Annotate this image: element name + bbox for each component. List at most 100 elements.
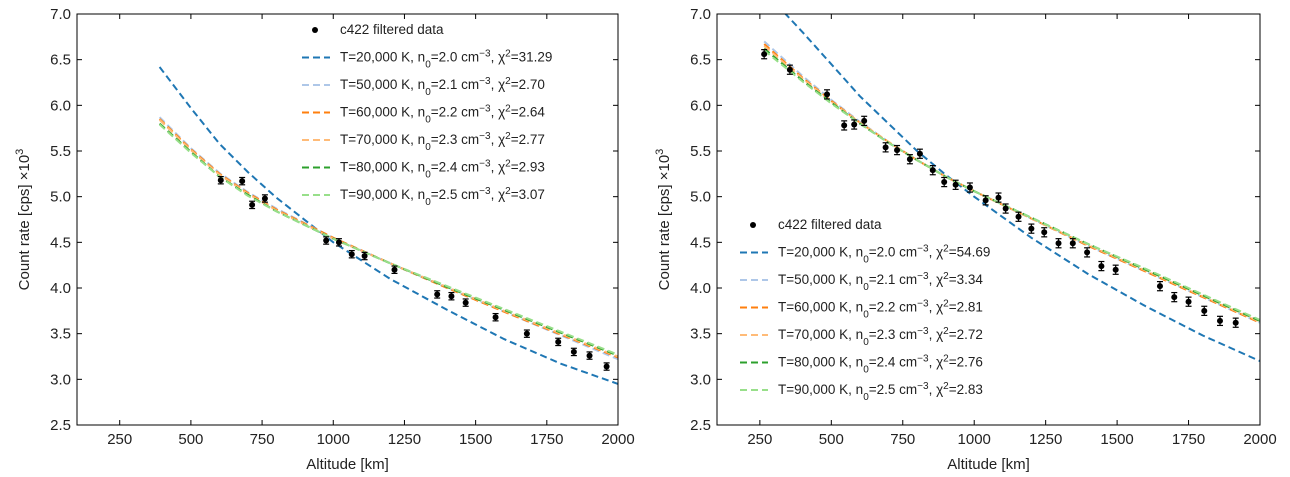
x-tick-label: 500: [819, 431, 844, 448]
legend-label-2: T=50,000 K, n0=2.1 cm−3, χ2=2.70: [340, 76, 545, 98]
legend-label-2: T=50,000 K, n0=2.1 cm−3, χ2=3.34: [778, 271, 983, 293]
legend-label-1: T=20,000 K, n0=2.0 cm−3, χ2=31.29: [340, 48, 552, 70]
y-tick-label: 3.0: [50, 371, 71, 388]
x-tick-label: 2000: [1243, 431, 1276, 448]
data-point: [1185, 298, 1192, 305]
legend-label-data: c422 filtered data: [340, 22, 444, 37]
y-tick-label: 4.0: [690, 280, 711, 297]
y-tick-label: 6.0: [50, 97, 71, 114]
chart-panel-2: 250 500 750 1000 1250 1500 1750 2000 2.5 3.0 3.5 4.…: [654, 6, 1277, 473]
legend: c422 filtered data T=20,000 K, n0=2.0 cm−…: [302, 22, 552, 208]
data-point: [391, 266, 398, 273]
x-tick-label: 500: [178, 431, 203, 448]
data-point: [1201, 307, 1208, 314]
data-point: [492, 314, 499, 321]
data-point: [982, 197, 989, 204]
data-point: [941, 179, 948, 186]
data-point: [249, 201, 256, 208]
legend-label-6: T=90,000 K, n0=2.5 cm−3, χ2=2.83: [778, 381, 983, 403]
data-point: [323, 237, 330, 244]
data-point: [966, 184, 973, 191]
x-tick-label: 1750: [530, 431, 563, 448]
y-tick-label: 6.5: [50, 52, 71, 69]
data-point: [995, 194, 1002, 201]
data-point: [786, 66, 793, 73]
chart-panel-1: 250 500 750 1000 1250 1500 1750 2000 2.5 3.0 3.5 4.…: [14, 6, 635, 473]
data-point: [761, 51, 768, 58]
model-curve-1: [784, 14, 1260, 363]
y-tick-label: 3.0: [690, 371, 711, 388]
x-tick-label: 1500: [459, 431, 492, 448]
data-point: [1112, 266, 1119, 273]
data-point: [1171, 294, 1178, 301]
legend-label-6: T=90,000 K, n0=2.5 cm−3, χ2=3.07: [340, 186, 545, 208]
data-point: [882, 144, 889, 151]
y-tick-label: 7.0: [50, 6, 71, 23]
x-tick-label: 1750: [1172, 431, 1205, 448]
y-tick-label: 5.5: [690, 143, 711, 160]
model-curve-1: [158, 66, 618, 385]
data-point: [929, 167, 936, 174]
x-tick-label: 250: [747, 431, 772, 448]
y-tick-label: 5.0: [690, 189, 711, 206]
model-curve-4: [158, 119, 618, 358]
x-tick-label: 750: [250, 431, 275, 448]
data-point: [916, 150, 923, 157]
data-point: [1028, 225, 1035, 232]
legend: c422 filtered data T=20,000 K, n0=2.0 cm−…: [740, 217, 990, 403]
legend-label-3: T=60,000 K, n0=2.2 cm−3, χ2=2.64: [340, 103, 545, 125]
data-point: [361, 253, 368, 260]
plot-frame: [76, 13, 619, 426]
model-curve-6: [763, 49, 1260, 321]
y-axis-label: Count rate [cps] ×103: [14, 149, 33, 291]
data-point: [523, 330, 530, 337]
data-point: [851, 121, 858, 128]
x-tick-label: 750: [890, 431, 915, 448]
data-point: [434, 291, 441, 298]
x-axis-label: Altitude [km]: [306, 456, 389, 473]
data-point: [462, 299, 469, 306]
model-curve-6: [158, 123, 618, 356]
x-tick-label: 1000: [317, 431, 350, 448]
data-point: [1015, 213, 1022, 220]
legend-label-1: T=20,000 K, n0=2.0 cm−3, χ2=54.69: [778, 243, 990, 265]
data-point: [217, 177, 224, 184]
data-point: [861, 117, 868, 124]
y-tick-label: 2.5: [690, 417, 711, 434]
data-point: [348, 251, 355, 258]
data-point: [841, 122, 848, 129]
plot-frame: [716, 13, 1261, 426]
legend-label-5: T=80,000 K, n0=2.4 cm−3, χ2=2.76: [778, 353, 983, 375]
data-point: [261, 195, 268, 202]
y-tick-label: 4.5: [690, 234, 711, 251]
data-point: [1156, 283, 1163, 290]
x-tick-label: 1250: [1029, 431, 1062, 448]
data-point: [952, 181, 959, 188]
data-point: [906, 156, 913, 163]
y-tick-label: 2.5: [50, 417, 71, 434]
data-point: [603, 363, 610, 370]
legend-label-3: T=60,000 K, n0=2.2 cm−3, χ2=2.81: [778, 298, 983, 320]
data-point: [1232, 319, 1239, 326]
data-point: [1084, 249, 1091, 256]
x-tick-label: 1000: [958, 431, 991, 448]
data-point: [1216, 317, 1223, 324]
legend-marker-data: [312, 27, 318, 33]
x-tick-label: 1250: [388, 431, 421, 448]
data-point: [1098, 263, 1105, 270]
legend-label-4: T=70,000 K, n0=2.3 cm−3, χ2=2.72: [778, 326, 983, 348]
y-tick-label: 5.5: [50, 143, 71, 160]
y-tick-label: 6.0: [690, 97, 711, 114]
y-tick-label: 4.5: [50, 234, 71, 251]
legend-marker-data: [750, 222, 756, 228]
legend-label-data: c422 filtered data: [778, 217, 882, 232]
y-tick-label: 7.0: [690, 6, 711, 23]
x-tick-label: 1500: [1100, 431, 1133, 448]
data-point: [894, 147, 901, 154]
data-point: [448, 293, 455, 300]
y-tick-label: 3.5: [690, 326, 711, 343]
data-point: [1055, 240, 1062, 247]
y-tick-label: 3.5: [50, 326, 71, 343]
data-point: [1069, 240, 1076, 247]
y-tick-label: 4.0: [50, 280, 71, 297]
